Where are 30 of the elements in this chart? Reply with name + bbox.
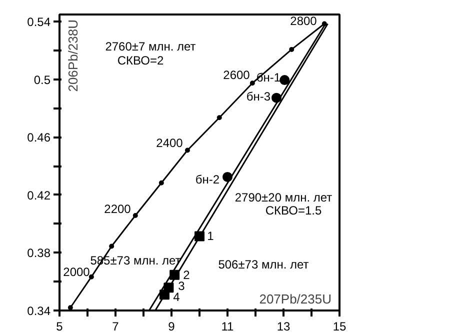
annotation: 2 xyxy=(183,268,190,282)
x-tick-label: 9 xyxy=(168,320,176,333)
y-tick-label: 0.34 xyxy=(27,304,51,318)
annotation: бн-3 xyxy=(246,90,271,104)
annotation: 2790±20 млн. лет xyxy=(234,190,333,204)
annotation: бн-2 xyxy=(195,172,220,186)
annotation: 2400 xyxy=(156,136,184,150)
annotation: 1 xyxy=(207,229,214,243)
y-tick-label: 0.54 xyxy=(27,15,51,30)
annotation: 3 xyxy=(178,279,186,293)
x-tick-label: 11 xyxy=(221,320,234,333)
x-tick-label: 13 xyxy=(276,320,290,333)
annotation: 506±73 млн. лет xyxy=(218,258,310,272)
annotation: СКВО=1.5 xyxy=(265,204,322,218)
y-tick-label: 0.46 xyxy=(27,130,51,145)
x-tick-label: 15 xyxy=(332,320,346,333)
x-tick-label: 5 xyxy=(56,320,64,333)
annotation: 2800 xyxy=(290,14,318,28)
y-tick-label: 0.5 xyxy=(34,72,51,87)
y-tick-label: 0.38 xyxy=(27,246,51,260)
x-tick-label: 7 xyxy=(112,320,120,333)
y-axis-title: 206Pb/238U xyxy=(66,20,80,92)
annotation: 2200 xyxy=(104,202,132,216)
y-tick-label: 0.42 xyxy=(27,188,51,202)
annotation: 2600 xyxy=(223,68,250,82)
annotation: 2760±7 млн. лет xyxy=(105,40,196,54)
x-axis-title: 207Pb/235U xyxy=(259,292,332,306)
annotation: 4 xyxy=(173,290,180,304)
annotation: СКВО=2 xyxy=(117,54,164,68)
annotation: 2000 xyxy=(63,265,90,279)
